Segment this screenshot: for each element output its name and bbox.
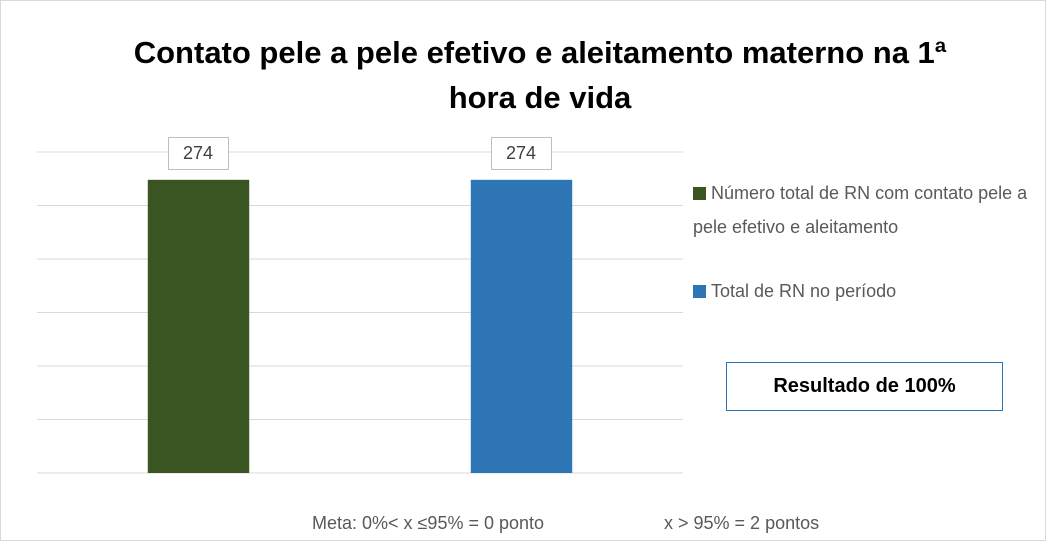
legend-swatch (693, 187, 706, 200)
chart-title: Contato pele a pele efetivo e aleitament… (133, 35, 947, 115)
legend-label: Total de RN no período (711, 281, 897, 301)
result-box: Resultado de 100% (726, 362, 1003, 411)
legend-label: Número total de RN com contato pele a pe… (693, 183, 1028, 237)
legend-entry: Total de RN no período (693, 274, 1038, 308)
goal-note: x > 95% = 2 pontos (664, 513, 820, 533)
data-label: 274 (490, 136, 552, 170)
legend-swatch (693, 285, 706, 298)
legend-entry: Número total de RN com contato pele a pe… (693, 176, 1038, 244)
data-label: 274 (167, 136, 229, 170)
bar (470, 179, 573, 473)
bar (147, 179, 250, 473)
goal-note: Meta: 0%< x ≤95% = 0 ponto (312, 513, 545, 533)
